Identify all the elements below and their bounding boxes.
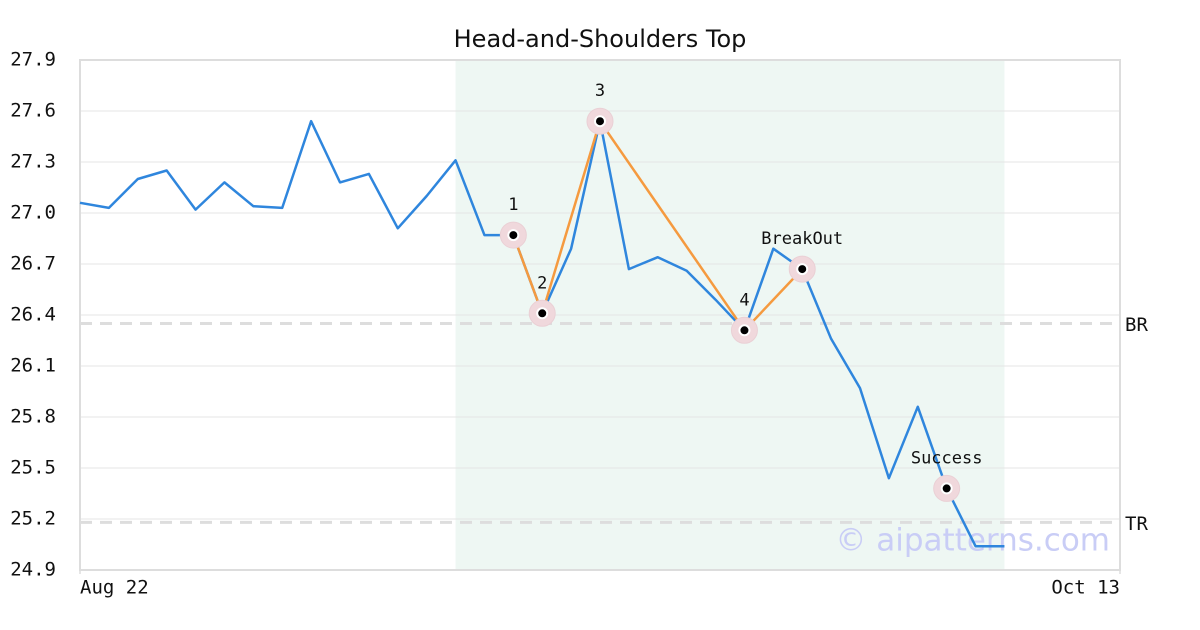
annotation-label: 2 — [537, 273, 547, 293]
annotation-label: 4 — [739, 290, 749, 310]
y-tick-label: 25.8 — [10, 406, 56, 428]
x-tick-label: Aug 22 — [80, 577, 149, 599]
annotation-label: 1 — [508, 195, 518, 215]
x-tick-label: Oct 13 — [1051, 577, 1120, 599]
y-tick-label: 24.9 — [10, 559, 56, 581]
annotation-label: Success — [911, 448, 983, 468]
y-tick-label: 27.6 — [10, 100, 56, 122]
y-tick-label: 26.7 — [10, 253, 56, 275]
y-tick-label: 25.5 — [10, 457, 56, 479]
pivot-dot — [940, 482, 953, 495]
y-tick-label: 27.9 — [10, 49, 56, 71]
pivot-dot — [507, 229, 520, 242]
annotation-label: 3 — [595, 81, 605, 101]
pivot-dot — [594, 115, 606, 128]
chart-title: Head-and-Shoulders Top — [454, 25, 747, 53]
level-label: TR — [1125, 513, 1148, 535]
y-tick-label: 27.0 — [10, 202, 56, 224]
pivot-dot — [738, 324, 751, 337]
plot-frame — [79, 59, 1121, 571]
level-label: BR — [1125, 314, 1148, 336]
annotation-label: BreakOut — [761, 229, 843, 249]
pivot-dot — [796, 263, 809, 276]
y-tick-label: 25.2 — [10, 508, 56, 530]
y-tick-label: 26.4 — [10, 304, 56, 326]
y-tick-label: 26.1 — [10, 355, 56, 377]
pivot-dot — [536, 307, 549, 320]
y-tick-label: 27.3 — [10, 151, 56, 173]
